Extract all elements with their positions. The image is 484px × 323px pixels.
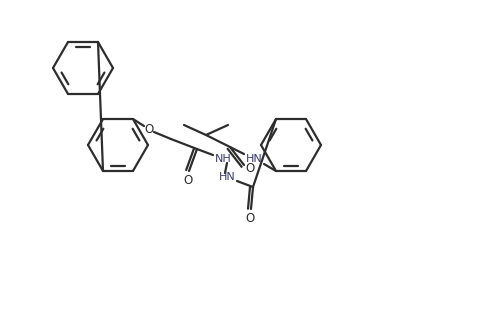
Text: O: O xyxy=(183,173,192,186)
Text: O: O xyxy=(245,212,254,224)
Text: O: O xyxy=(245,162,254,174)
Text: O: O xyxy=(144,122,153,136)
Text: NH: NH xyxy=(214,154,231,164)
Text: HN: HN xyxy=(245,154,262,164)
Text: HN: HN xyxy=(218,172,235,182)
